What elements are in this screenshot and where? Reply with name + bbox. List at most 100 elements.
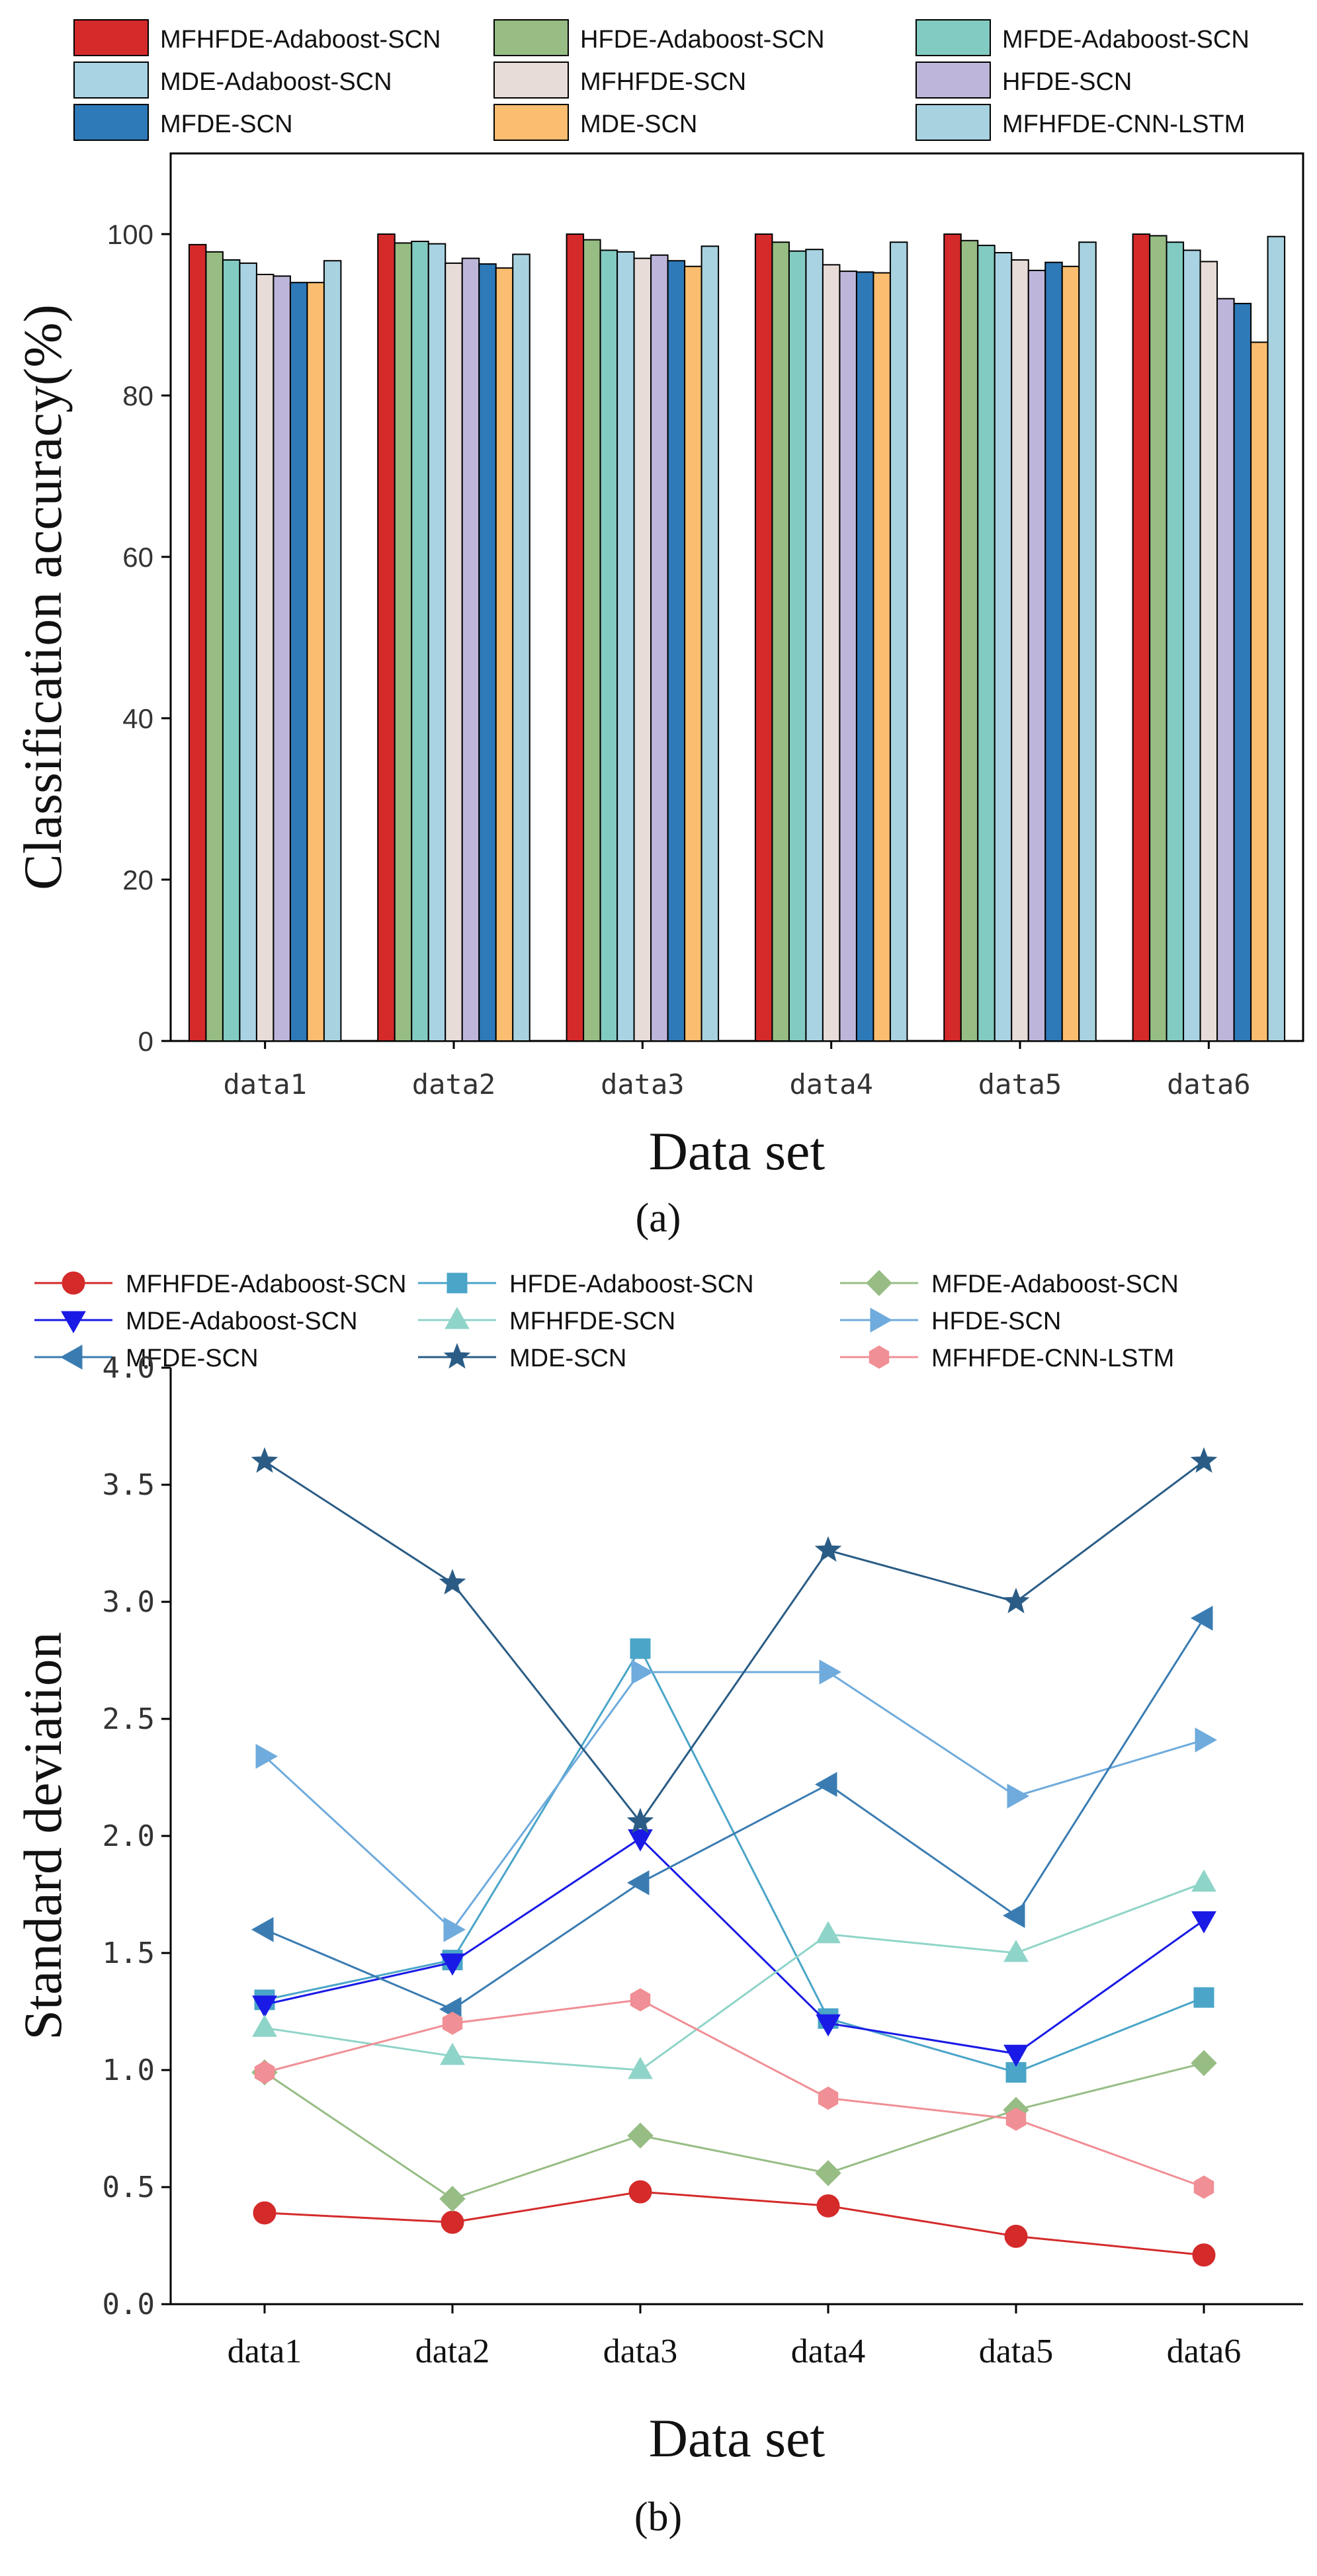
point-b-series-8-data4 [818,2086,839,2110]
bar-data3-series-7 [684,265,702,1042]
bar-data5-series-8 [1078,241,1097,1042]
series-b-line-6 [264,1617,1205,2011]
point-b-series-0-data6 [1192,2243,1216,2267]
panel-b-y-axis: 0.0 0.5 1.0 1.5 2.0 2.5 3.0 3.5 4.0 [103,1351,171,2321]
panel-a-bar-chart: MFHFDE-Adaboost-SCN HFDE-Adaboost-SCN MFDE… [13,19,1304,1241]
point-b-series-0-data3 [628,2180,652,2204]
panel-a-y-axis-title: Classification accuracy(%) [13,304,73,890]
xtick-a-label-0: data1 [223,1068,306,1101]
point-b-series-7-data5 [1002,1587,1030,1614]
bar-data4-series-8 [889,241,908,1042]
legend-b-label-1: HFDE-Adaboost-SCN [509,1270,754,1298]
series-b-line-0 [264,2190,1205,2257]
series-b-line-7 [264,1460,1205,1824]
bar-data5-series-0 [943,233,962,1042]
bar-data4-series-2 [788,250,807,1042]
legend-b-marker-5 [870,1308,893,1333]
bar-data1-series-1 [205,251,224,1042]
xtick-a-label-1: data2 [412,1068,495,1101]
point-b-series-8-data3 [630,1988,651,2012]
legend-a-swatch-3 [73,62,149,99]
legend-a-swatch-2 [915,19,991,56]
ytick-b-label-7: 3.5 [103,1468,155,1502]
point-b-series-0-data4 [816,2194,840,2218]
xtick-b-label-2: data3 [603,2333,678,2370]
point-b-series-1-data3 [630,1638,651,1659]
ytick-b-label-8: 4.0 [103,1351,155,1385]
bar-data2-series-3 [427,243,446,1042]
panel-b-x-axis-title: Data set [649,2408,826,2468]
xtick-a-label-4: data5 [978,1068,1062,1101]
point-b-series-3-data4 [816,2014,841,2037]
series-b-line-4 [264,1882,1205,2071]
panel-b-axes [169,1368,1303,2306]
point-b-series-7-data1 [251,1447,278,1473]
series-b-line-5 [263,1671,1205,1931]
legend-b-label-7: MDE-SCN [509,1345,626,1372]
series-b-3 [252,1829,1216,2067]
bar-data2-series-4 [445,262,463,1042]
bar-data5-series-6 [1044,261,1063,1042]
legend-a-swatch-7 [493,104,569,141]
panel-a-bars [188,233,1286,1042]
bar-data6-series-4 [1199,261,1218,1042]
bar-data1-series-3 [239,262,257,1042]
bar-data5-series-4 [1011,259,1029,1042]
bar-data5-series-1 [960,239,979,1042]
legend-b-marker-0 [62,1271,85,1295]
panel-b-legend: MFHFDE-Adaboost-SCN HFDE-Adaboost-SCN MFDE… [34,1270,1179,1372]
point-b-series-4-data4 [816,1921,841,1944]
point-b-series-6-data3 [626,1870,650,1895]
point-b-series-6-data1 [251,1917,274,1942]
bar-data3-series-0 [566,233,585,1042]
legend-a-swatch-4 [493,62,569,99]
bar-data1-series-6 [289,282,308,1042]
bar-data4-series-5 [839,270,857,1042]
xtick-a-label-3: data4 [789,1068,872,1101]
ytick-b-label-3: 1.5 [103,1936,155,1970]
ytick-b-label-2: 1.0 [103,2054,155,2087]
point-b-series-2-data4 [815,2160,841,2186]
panel-a-label: (a) [636,1196,681,1241]
legend-b-label-5: HFDE-SCN [931,1308,1061,1335]
panel-b-y-axis-title: Standard deviation [13,1632,73,2040]
series-b-4 [252,1869,1216,2079]
legend-b-marker-2 [866,1270,892,1296]
legend-b-marker-3 [61,1311,86,1334]
legend-a-swatch-1 [493,19,569,56]
panel-b-label: (b) [634,2495,682,2540]
point-b-series-2-data6 [1191,2050,1217,2077]
bar-data3-series-1 [583,239,601,1042]
point-b-series-4-data2 [440,2042,465,2065]
ytick-b-label-5: 2.5 [103,1702,155,1736]
legend-a-swatch-8 [915,104,991,141]
xtick-b-label-5: data6 [1167,2333,1242,2370]
series-b-line-2 [264,2061,1205,2200]
bar-data2-series-2 [411,240,429,1042]
legend-b-label-6: MFDE-SCN [126,1345,259,1372]
point-b-series-5-data4 [819,1659,842,1685]
series-b-8 [254,1988,1214,2199]
bar-data2-series-6 [478,263,497,1042]
point-b-series-0-data5 [1004,2224,1028,2248]
ytick-b-label-6: 3.0 [103,1585,155,1619]
point-b-series-2-data2 [439,2185,466,2212]
bar-data2-series-7 [495,267,514,1042]
series-b-2 [251,2050,1217,2212]
point-b-series-7-data2 [439,1569,466,1595]
bar-data5-series-5 [1027,269,1046,1042]
series-b-0 [253,2180,1216,2267]
legend-b-label-3: MDE-Adaboost-SCN [126,1308,358,1335]
legend-b-marker-8 [869,1345,890,1369]
legend-a-label-5: HFDE-SCN [1002,68,1132,96]
point-b-series-3-data2 [440,1953,465,1976]
point-b-series-7-data4 [814,1536,842,1562]
legend-a-label-0: MFHFDE-Adaboost-SCN [160,26,441,54]
panel-b-x-axis: data1 data2 data3 data4 data5 data6 [228,2304,1242,2370]
panel-a-x-axis-title: Data set [649,1121,826,1181]
point-b-series-6-data4 [814,1772,837,1797]
ytick-a-label-2: 40 [122,703,153,734]
point-b-series-7-data3 [626,1807,654,1834]
bar-data6-series-2 [1166,241,1185,1042]
xtick-b-label-1: data2 [415,2333,490,2370]
